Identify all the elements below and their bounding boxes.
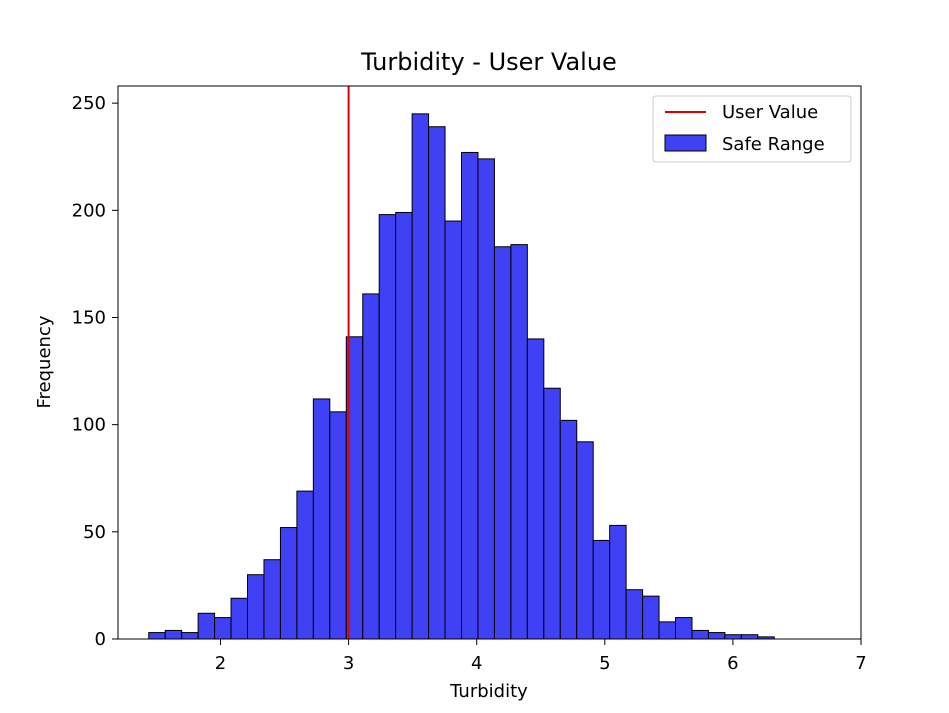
chart-title: Turbidity - User Value — [360, 48, 617, 76]
histogram-bar — [658, 621, 677, 640]
histogram-bar — [592, 539, 611, 640]
histogram-bar — [296, 490, 314, 640]
histogram-bar — [214, 617, 232, 640]
legend: User Value Safe Range — [652, 95, 852, 163]
histogram-bar — [526, 338, 545, 640]
histogram-bar — [329, 411, 347, 640]
histogram-bar — [411, 113, 430, 640]
histogram-bar — [461, 151, 479, 640]
y-tick-label: 100 — [72, 415, 106, 436]
histogram-bar — [263, 559, 281, 640]
histogram-bar — [675, 617, 693, 640]
histogram-bar — [378, 214, 397, 640]
histogram-bar — [230, 597, 249, 640]
legend-safe-range-swatch — [664, 134, 707, 152]
histogram-bar — [181, 632, 199, 640]
histogram-bar — [197, 612, 216, 640]
x-axis-label: Turbidity — [449, 681, 528, 702]
histogram-bar — [395, 211, 413, 640]
y-tick-label: 150 — [72, 307, 106, 328]
x-tick-label: 7 — [855, 653, 866, 674]
histogram-bar — [543, 387, 561, 640]
x-tick-label: 4 — [471, 653, 482, 674]
x-tick-label: 2 — [215, 653, 226, 674]
x-tick-label: 5 — [599, 653, 610, 674]
legend-user-value-label: User Value — [722, 102, 818, 123]
x-tick-label: 6 — [727, 653, 738, 674]
histogram-bar — [362, 293, 380, 640]
histogram-bar — [609, 524, 627, 640]
x-axis-ticks: 2 3 4 5 6 7 — [215, 639, 867, 674]
histogram-bar — [625, 589, 644, 640]
histogram-bar — [510, 244, 528, 640]
histogram-bar — [247, 574, 265, 640]
y-axis-ticks: 0 50 100 150 200 250 — [72, 93, 118, 650]
histogram-bar — [740, 634, 759, 640]
histogram-bar — [707, 632, 726, 640]
histogram-bar — [724, 634, 742, 640]
histogram-bar — [559, 419, 578, 640]
histogram-bar — [444, 220, 463, 640]
bars-layer — [148, 113, 775, 640]
y-tick-label: 200 — [72, 200, 106, 221]
histogram-bar — [477, 158, 495, 640]
histogram-bar — [312, 398, 331, 640]
histogram-bar — [642, 595, 660, 640]
histogram-bar — [428, 126, 446, 640]
y-axis-label: Frequency — [34, 315, 55, 408]
histogram-bar — [493, 246, 512, 640]
histogram-bar — [691, 629, 709, 640]
histogram-bar — [164, 629, 183, 640]
y-tick-label: 50 — [83, 522, 106, 543]
histogram-bar — [279, 527, 298, 640]
plot-frame — [117, 85, 862, 640]
legend-safe-range-label: Safe Range — [722, 134, 825, 155]
histogram-bar — [576, 441, 594, 640]
histogram-bar — [148, 632, 166, 640]
y-tick-label: 250 — [72, 93, 106, 114]
x-tick-label: 3 — [343, 653, 354, 674]
y-tick-label: 0 — [95, 629, 106, 650]
